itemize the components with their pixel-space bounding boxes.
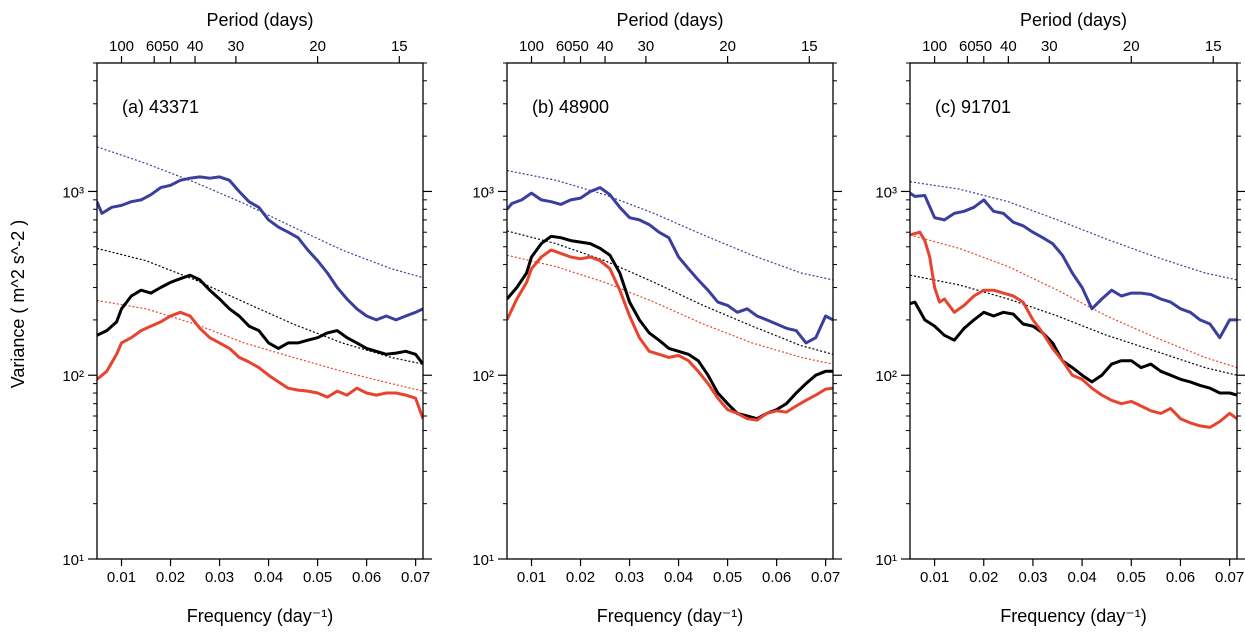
panel-title: (b) 48900 xyxy=(532,97,609,117)
top-axis-title: Period (days) xyxy=(206,10,313,30)
series-blue-solid-line xyxy=(910,191,1237,340)
top-tick-label: 40 xyxy=(187,38,204,55)
x-axis-title: Frequency (day⁻¹) xyxy=(1000,606,1147,626)
y-axis-label: Variance ( m^2 s^-2 ) xyxy=(8,220,28,389)
x-tick-label: 0.05 xyxy=(1117,569,1146,586)
y-tick-label: 10¹ xyxy=(875,552,897,569)
top-tick-label: 60 xyxy=(959,38,976,55)
panel-title: (a) 43371 xyxy=(122,97,199,117)
x-tick-label: 0.05 xyxy=(713,569,742,586)
top-axis-title: Period (days) xyxy=(616,10,723,30)
x-tick-label: 0.01 xyxy=(920,569,949,586)
series-blue-dotted-line xyxy=(910,181,1237,281)
top-tick-label: 20 xyxy=(719,38,736,55)
top-tick-label: 20 xyxy=(1123,38,1140,55)
series-red-solid-line xyxy=(910,230,1237,429)
series-red-dotted-line xyxy=(97,299,423,392)
top-tick-label: 40 xyxy=(1000,38,1017,55)
x-axis-title: Frequency (day⁻¹) xyxy=(597,606,744,626)
x-tick-label: 0.02 xyxy=(566,569,595,586)
top-tick-label: 60 xyxy=(146,38,163,55)
y-tick-label: 10² xyxy=(875,368,897,385)
top-tick-label: 30 xyxy=(638,38,655,55)
top-tick-label: 30 xyxy=(1041,38,1058,55)
series-blue-solid-line xyxy=(507,186,833,345)
top-tick-label: 100 xyxy=(519,38,544,55)
plot-frame xyxy=(909,62,1238,560)
y-tick-label: 10¹ xyxy=(472,552,494,569)
series-black-solid-line xyxy=(507,234,833,421)
top-tick-label: 100 xyxy=(109,38,134,55)
top-tick-label: 50 xyxy=(975,38,992,55)
x-axis-title: Frequency (day⁻¹) xyxy=(187,606,334,626)
x-tick-label: 0.06 xyxy=(762,569,791,586)
x-tick-label: 0.01 xyxy=(107,569,136,586)
chart-panel-3: 0.01 0.02 0.03 0.04 0.05 0.06 0.07 Frequency (d… xyxy=(875,10,1245,626)
top-tick-label: 50 xyxy=(572,38,589,55)
y-tick-label: 10³ xyxy=(62,184,84,201)
top-tick-label: 20 xyxy=(309,38,326,55)
series-blue-dotted-line xyxy=(507,169,833,281)
series-red-dotted-line xyxy=(910,234,1237,369)
x-tick-label: 0.06 xyxy=(352,569,381,586)
top-tick-label: 15 xyxy=(391,38,408,55)
top-tick-label: 60 xyxy=(556,38,573,55)
top-tick-label: 40 xyxy=(597,38,614,55)
top-tick-label: 15 xyxy=(801,38,818,55)
plot-frame xyxy=(506,62,834,560)
x-tick-label: 0.04 xyxy=(664,569,693,586)
x-tick-label: 0.06 xyxy=(1166,569,1195,586)
top-tick-label: 50 xyxy=(162,38,179,55)
top-tick-label: 15 xyxy=(1205,38,1222,55)
chart-panel-1: 0.01 0.02 0.03 0.04 0.05 0.06 0.07 Frequency (d… xyxy=(62,10,432,626)
y-tick-label: 10¹ xyxy=(62,552,84,569)
series-black-dotted-line xyxy=(507,230,833,355)
plot-frame xyxy=(96,62,424,560)
x-tick-label: 0.04 xyxy=(254,569,283,586)
series-red-solid-line xyxy=(507,248,833,422)
series-blue-dotted-line xyxy=(97,146,423,279)
y-tick-label: 10² xyxy=(472,368,494,385)
panel-title: (c) 91701 xyxy=(935,97,1011,117)
x-tick-label: 0.03 xyxy=(615,569,644,586)
series-black-solid-line xyxy=(910,300,1237,397)
x-tick-label: 0.01 xyxy=(517,569,546,586)
series-black-dotted-line xyxy=(97,247,423,365)
chart-panel-2: 0.01 0.02 0.03 0.04 0.05 0.06 0.07 Frequency (d… xyxy=(472,10,842,626)
top-tick-label: 30 xyxy=(228,38,245,55)
x-tick-label: 0.07 xyxy=(1215,569,1244,586)
x-tick-label: 0.03 xyxy=(1018,569,1047,586)
x-tick-label: 0.05 xyxy=(303,569,332,586)
x-tick-label: 0.03 xyxy=(205,569,234,586)
series-black-solid-line xyxy=(97,273,423,366)
series-blue-solid-line xyxy=(97,175,423,322)
x-tick-label: 0.02 xyxy=(969,569,998,586)
series-red-dotted-line xyxy=(507,254,833,365)
x-tick-label: 0.02 xyxy=(156,569,185,586)
x-tick-label: 0.04 xyxy=(1068,569,1097,586)
series-red-solid-line xyxy=(97,310,423,420)
series-black-dotted-line xyxy=(910,274,1237,376)
top-axis-title: Period (days) xyxy=(1020,10,1127,30)
y-tick-label: 10³ xyxy=(875,184,897,201)
top-tick-label: 100 xyxy=(922,38,947,55)
y-tick-label: 10² xyxy=(62,368,84,385)
y-tick-label: 10³ xyxy=(472,184,494,201)
x-tick-label: 0.07 xyxy=(811,569,840,586)
x-tick-label: 0.07 xyxy=(401,569,430,586)
